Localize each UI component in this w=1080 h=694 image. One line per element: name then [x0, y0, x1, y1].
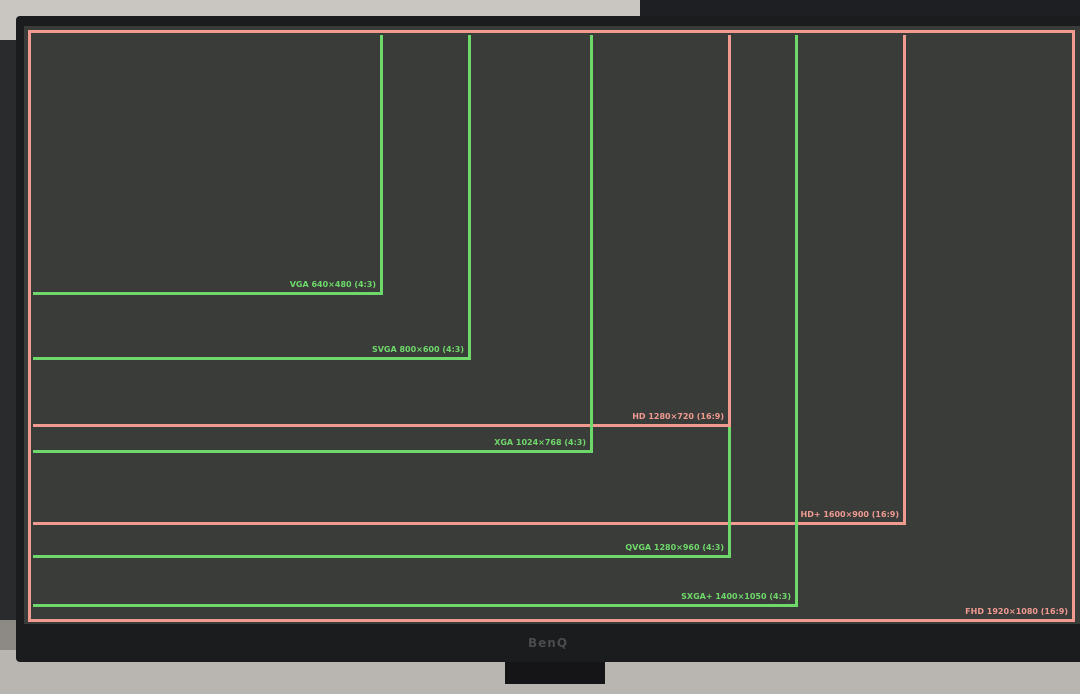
label-hd: HD 1280×720 (16:9): [632, 412, 724, 421]
label-qvga: QVGA 1280×960 (4:3): [625, 543, 724, 552]
rect-hd-plus: HD+ 1600×900 (16:9): [33, 35, 906, 525]
label-sxga-plus: SXGA+ 1400×1050 (4:3): [681, 592, 791, 601]
label-xga: XGA 1024×768 (4:3): [494, 438, 586, 447]
label-hd-plus: HD+ 1600×900 (16:9): [800, 510, 900, 519]
rect-vga: VGA 640×480 (4:3): [33, 35, 383, 295]
rect-fhd: FHD 1920×1080 (16:9): [28, 30, 1075, 622]
monitor-stand: [505, 660, 605, 684]
side-monitor: [0, 40, 18, 620]
label-fhd: FHD 1920×1080 (16:9): [965, 607, 1068, 616]
rect-xga: XGA 1024×768 (4:3): [33, 35, 593, 453]
rect-svga: SVGA 800×600 (4:3): [33, 35, 471, 360]
rect-sxga-plus: SXGA+ 1400×1050 (4:3): [33, 35, 798, 607]
label-vga: VGA 640×480 (4:3): [289, 280, 376, 289]
label-svga: SVGA 800×600 (4:3): [371, 345, 464, 354]
rect-hd: HD 1280×720 (16:9): [33, 35, 731, 427]
brand-logo: BenQ: [528, 636, 569, 650]
